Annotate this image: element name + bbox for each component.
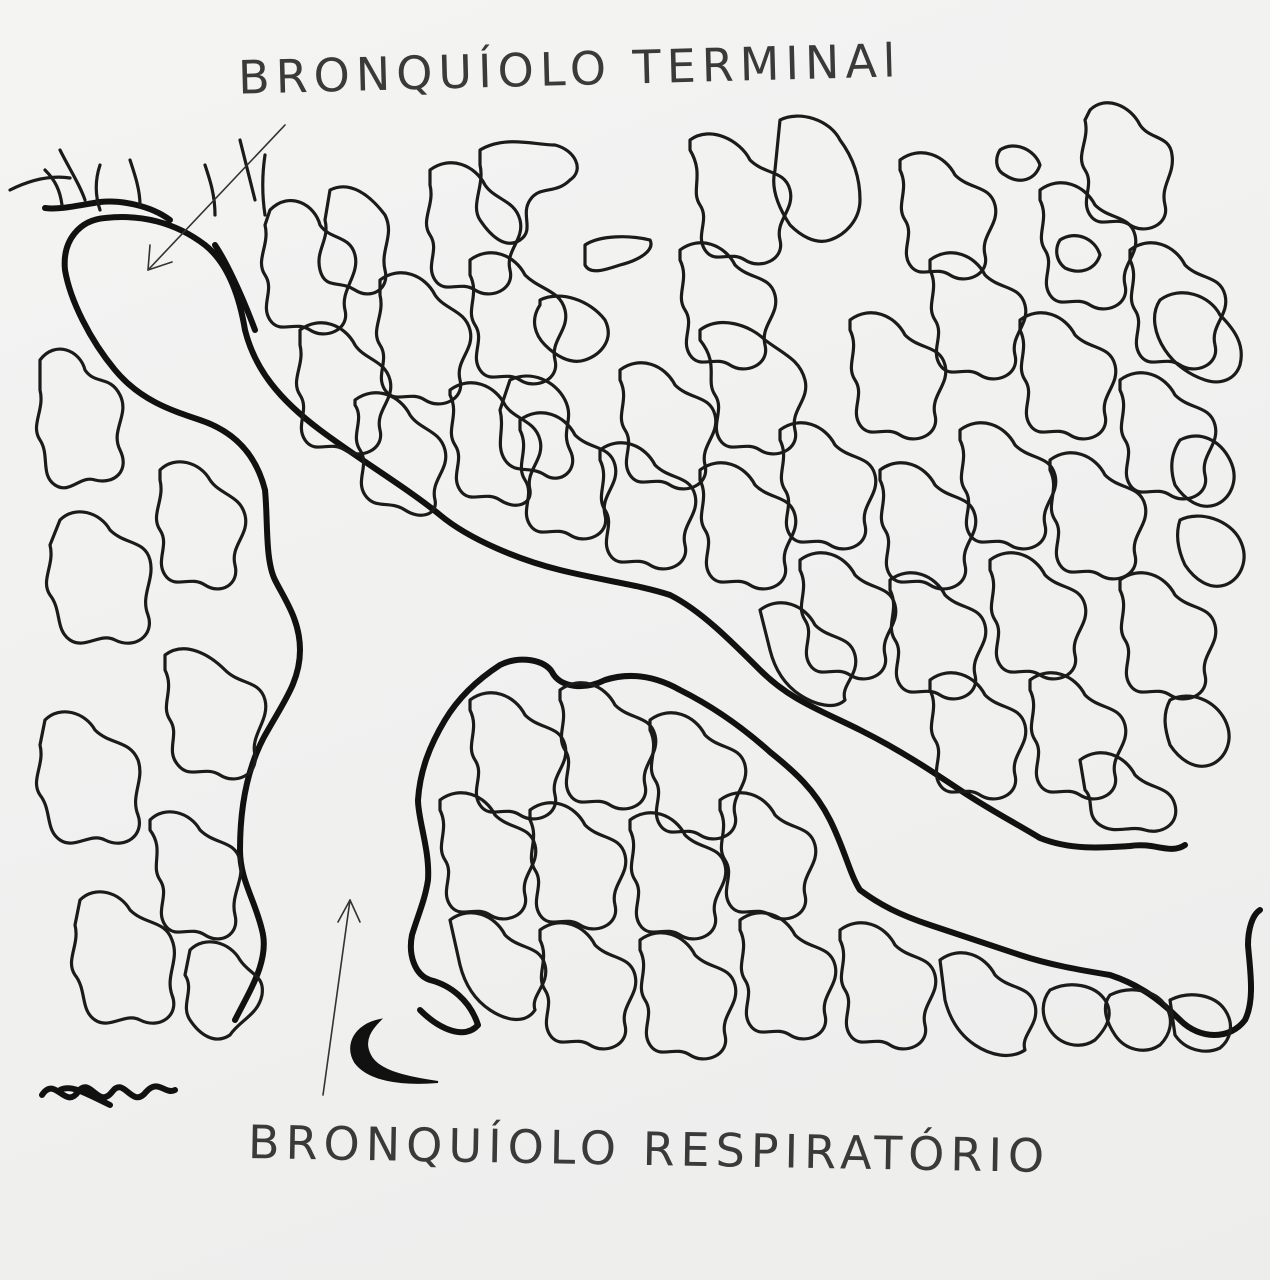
wavy-edge bbox=[39, 1083, 178, 1101]
alveoli-upper-band bbox=[259, 140, 653, 517]
alveoli-upper-right bbox=[995, 101, 1243, 508]
alveoli-lower-middle bbox=[438, 681, 1233, 1061]
arrow-respiratory bbox=[322, 899, 361, 1096]
alveoli-upper-left bbox=[34, 347, 268, 1041]
alveoli-right-middle bbox=[758, 421, 1246, 833]
arrow-terminal bbox=[147, 124, 286, 271]
c-mark bbox=[350, 1018, 439, 1084]
branch-tips bbox=[8, 138, 267, 217]
alveoli-upper-center bbox=[518, 114, 1028, 591]
